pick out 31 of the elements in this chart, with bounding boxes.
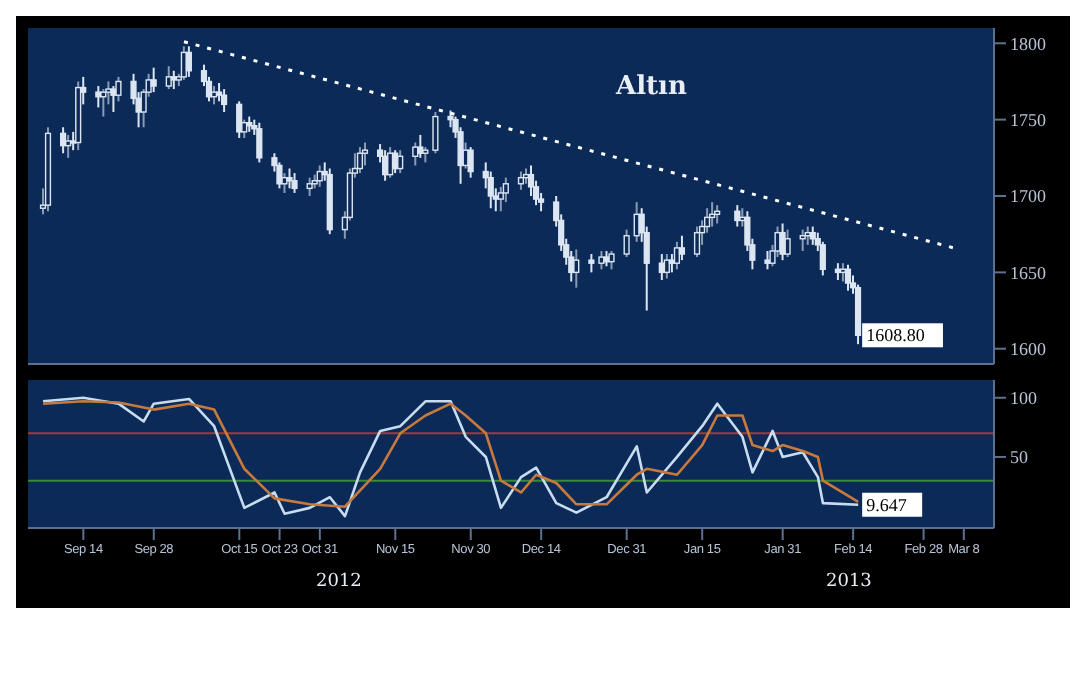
candlestick xyxy=(467,146,474,179)
annotation: 1608.80 xyxy=(866,325,926,346)
annotation: 9.647 xyxy=(866,494,908,515)
candlestick xyxy=(221,88,228,113)
candlestick xyxy=(236,100,243,139)
y-tick-label: 100 xyxy=(1010,388,1038,409)
candlestick xyxy=(819,240,826,277)
candlestick xyxy=(286,167,293,190)
candlestick xyxy=(170,69,177,91)
candlestick xyxy=(668,253,675,274)
candlestick xyxy=(588,253,595,274)
candlestick xyxy=(417,133,424,159)
candlestick xyxy=(809,225,816,246)
candlestick xyxy=(185,45,192,78)
annotation: Altın xyxy=(616,72,687,102)
text: 2013 xyxy=(826,572,872,592)
candlestick xyxy=(678,234,686,262)
text: 2012 xyxy=(316,572,362,592)
y-tick-label: 1750 xyxy=(1010,110,1047,131)
y-tick-label: 1800 xyxy=(1010,33,1047,54)
candlestick xyxy=(844,263,852,292)
y-tick-label: 1600 xyxy=(1010,339,1047,360)
candlestick xyxy=(276,161,283,190)
candlestick xyxy=(764,249,771,271)
candlestick xyxy=(256,121,263,164)
candlestick xyxy=(854,283,862,346)
y-tick-label: 50 xyxy=(1010,447,1029,468)
candlestick xyxy=(487,170,494,210)
y-tick-label: 1650 xyxy=(1010,262,1047,283)
y-tick-label: 1700 xyxy=(1010,186,1047,207)
candlestick xyxy=(150,66,157,94)
